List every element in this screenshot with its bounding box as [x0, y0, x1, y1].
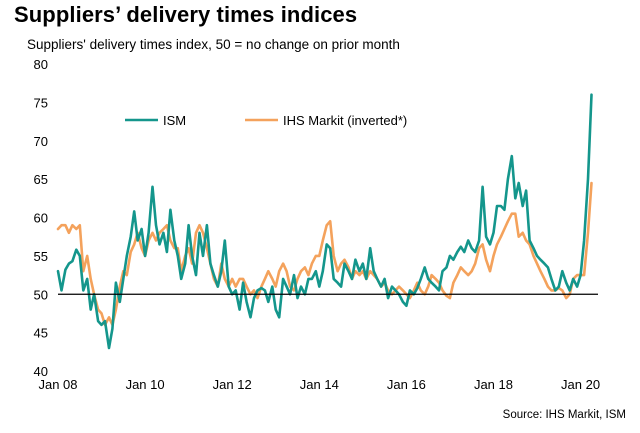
y-tick-label: 60: [34, 211, 48, 226]
series-layer: [56, 93, 593, 350]
x-tick-label: Jan 10: [126, 377, 165, 392]
x-axis: Jan 08 Jan 10 Jan 12 Jan 14 Jan 16 Jan 18 Jan …: [38, 377, 600, 392]
y-tick-label: 55: [34, 249, 48, 264]
chart-title: Suppliers’ delivery times indices: [14, 2, 358, 27]
legend-label: ISM: [163, 113, 186, 128]
chart-subtitle: Suppliers' delivery times index, 50 = no…: [27, 37, 400, 52]
legend-label: IHS Markit (inverted*): [283, 113, 407, 128]
legend: ISM IHS Markit (inverted*): [125, 113, 407, 128]
x-tick-label: Jan 12: [213, 377, 252, 392]
chart-source: Source: IHS Markit, ISM: [502, 409, 626, 421]
y-axis: 40 45 50 55 60 65 70 75 80: [34, 57, 48, 379]
y-tick-label: 40: [34, 364, 48, 379]
x-tick-label: Jan 08: [38, 377, 77, 392]
x-tick-label: Jan 14: [300, 377, 339, 392]
x-tick-label: Jan 18: [474, 377, 513, 392]
x-tick-label: Jan 20: [561, 377, 600, 392]
y-tick-label: 80: [34, 57, 48, 72]
y-tick-label: 75: [34, 95, 48, 110]
x-tick-label: Jan 16: [387, 377, 426, 392]
y-tick-label: 50: [34, 287, 48, 302]
series-line-ism: [56, 93, 593, 350]
y-tick-label: 70: [34, 134, 48, 149]
y-tick-label: 45: [34, 326, 48, 341]
y-tick-label: 65: [34, 172, 48, 187]
